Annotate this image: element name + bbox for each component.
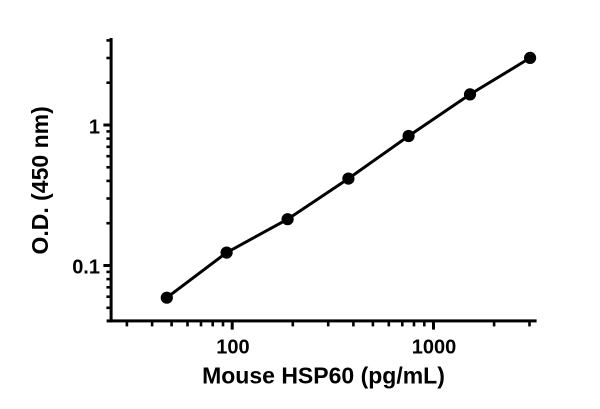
svg-text:1: 1 [89,116,100,138]
svg-text:100: 100 [216,336,249,358]
svg-text:1000: 1000 [412,336,457,358]
svg-text:Mouse HSP60 (pg/mL): Mouse HSP60 (pg/mL) [202,363,445,389]
svg-text:O.D. (450 nm): O.D. (450 nm) [27,106,53,254]
svg-text:0.1: 0.1 [72,256,100,278]
